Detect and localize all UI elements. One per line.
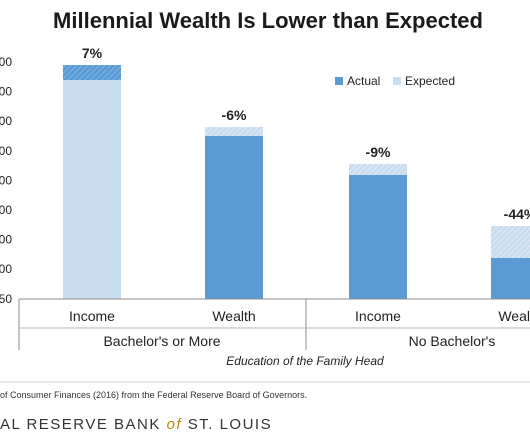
y-tick-label: 00 <box>0 173 12 187</box>
x-category-label: Wealth <box>212 308 255 324</box>
bar-actual <box>491 258 530 299</box>
bar-expected-gap <box>491 226 530 258</box>
x-category-label: Income <box>355 308 401 324</box>
y-tick-label: 50 <box>0 292 12 306</box>
y-axis: 00 00 00 00 00 00 00 00 50 <box>0 55 12 306</box>
legend-swatch-actual <box>335 77 343 85</box>
bar-labels: 7% -6% -9% -44% <box>82 45 530 222</box>
bar-actual <box>205 136 263 299</box>
bars <box>63 65 530 299</box>
y-tick-label: 00 <box>0 262 12 276</box>
y-tick-label: 00 <box>0 203 12 217</box>
bar-expected-gap <box>205 127 263 136</box>
group-label-bachelors: Bachelor's or More <box>103 333 220 349</box>
source-note: of Consumer Finances (2016) from the Fed… <box>0 390 307 400</box>
legend: Actual Expected <box>335 74 455 88</box>
data-label: -6% <box>222 107 247 123</box>
bar-actual-excess <box>63 65 121 80</box>
data-label: -44% <box>504 206 530 222</box>
group-label-no-bachelors: No Bachelor's <box>409 333 496 349</box>
y-tick-label: 00 <box>0 233 12 247</box>
x-category-label: Wealth <box>498 308 530 324</box>
legend-label-actual: Actual <box>347 74 380 88</box>
bar-actual <box>349 175 407 299</box>
legend-label-expected: Expected <box>405 74 455 88</box>
x-categories: Income Wealth Income Wealth <box>69 308 530 324</box>
legend-swatch-expected <box>393 77 401 85</box>
bar-expected-gap <box>349 164 407 175</box>
brand-logo: AL RESERVE BANK of ST. LOUIS <box>0 416 272 433</box>
x-category-label: Income <box>69 308 115 324</box>
bar-expected <box>63 80 121 299</box>
data-label: -9% <box>366 144 391 160</box>
data-label: 7% <box>82 45 103 61</box>
y-tick-label: 00 <box>0 55 12 69</box>
y-tick-label: 00 <box>0 114 12 128</box>
x-axis-label: Education of the Family Head <box>226 354 384 368</box>
y-tick-label: 00 <box>0 144 12 158</box>
y-tick-label: 00 <box>0 85 12 99</box>
chart-title: Millennial Wealth Is Lower than Expected <box>53 8 483 33</box>
